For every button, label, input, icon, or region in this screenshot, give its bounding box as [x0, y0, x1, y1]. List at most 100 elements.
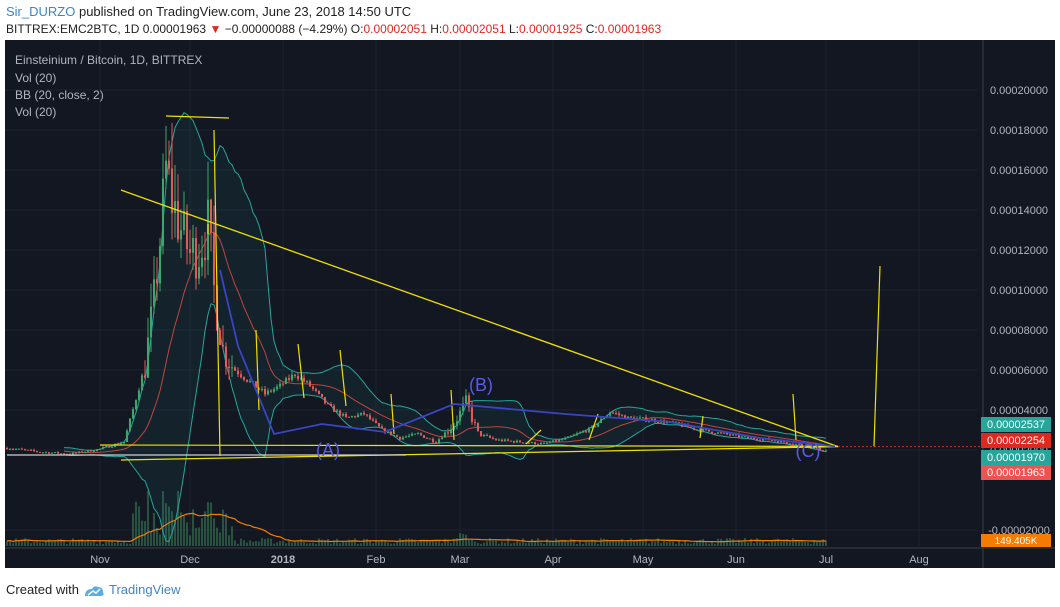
- candle-body: [701, 429, 705, 432]
- volume-bar: [779, 541, 783, 546]
- candle-body: [710, 431, 714, 434]
- volume-bar: [695, 540, 699, 546]
- volume-bar: [584, 541, 588, 546]
- candle-body: [305, 381, 309, 383]
- volume-bar: [230, 526, 234, 546]
- candle-body: [776, 440, 780, 443]
- volume-bar: [80, 539, 84, 546]
- volume-bar: [116, 541, 120, 546]
- volume-bar: [527, 542, 531, 546]
- candle-body: [290, 374, 294, 380]
- candle-body: [410, 433, 414, 436]
- volume-bar: [503, 542, 507, 546]
- volume-bar: [227, 535, 231, 546]
- candle-body: [788, 443, 792, 445]
- candle-body: [41, 452, 45, 454]
- volume-bar: [512, 542, 516, 546]
- candle-body: [383, 428, 387, 433]
- price-label-box: [981, 433, 1051, 448]
- candle-body: [821, 450, 825, 452]
- candle-body: [386, 431, 390, 433]
- volume-bar: [263, 539, 267, 546]
- candle-body: [23, 449, 27, 451]
- volume-bar: [290, 542, 294, 546]
- volume-bar: [383, 540, 387, 546]
- volume-bar: [602, 538, 606, 546]
- candle-body: [545, 442, 549, 444]
- candle-body: [146, 337, 150, 378]
- candle-body: [590, 426, 594, 428]
- candle-body: [284, 378, 288, 384]
- volume-bar: [659, 543, 663, 546]
- tradingview-link[interactable]: TradingView: [108, 582, 181, 597]
- volume-bar: [791, 538, 795, 546]
- volume-bar: [611, 540, 615, 546]
- candle-body: [602, 418, 606, 420]
- volume-bar: [59, 538, 63, 546]
- volume-bar: [578, 540, 582, 546]
- volume-bar: [320, 539, 324, 546]
- candle-body: [794, 443, 798, 445]
- volume-bar: [500, 541, 504, 546]
- volume-bar: [275, 542, 279, 546]
- volume-bar: [293, 541, 297, 546]
- candle-body: [563, 437, 567, 440]
- candle-body: [293, 374, 297, 377]
- candle-body: [482, 434, 486, 437]
- volume-bar: [518, 542, 522, 546]
- volume-bar: [137, 506, 141, 546]
- volume-bar: [569, 538, 573, 546]
- candle-body: [596, 422, 600, 427]
- volume-bar: [194, 527, 198, 546]
- volume-bar: [674, 543, 678, 546]
- candle-body: [104, 446, 108, 448]
- volume-bar: [371, 543, 375, 546]
- volume-bar: [215, 527, 219, 546]
- author-link[interactable]: Sir_DURZO: [6, 4, 76, 19]
- candle-body: [14, 448, 18, 450]
- volume-bar: [38, 542, 42, 546]
- candle-body: [281, 383, 285, 385]
- volume-bar: [800, 541, 804, 546]
- chart-background: [5, 40, 1055, 568]
- trend-line: [297, 343, 305, 399]
- x-tick-label: Apr: [544, 554, 561, 566]
- volume-bar: [344, 541, 348, 546]
- volume-bar: [452, 538, 456, 546]
- volume-bar: [299, 538, 303, 546]
- trend-line: [873, 265, 881, 447]
- volume-bar: [167, 506, 171, 546]
- candle-body: [509, 440, 513, 442]
- price-chart[interactable]: (A) (B) (C) 0.00020000 0.00018000 0.00016000…: [5, 40, 1055, 568]
- bb-band-fill: [64, 112, 826, 542]
- candle-body: [371, 419, 375, 421]
- candle-body: [158, 246, 162, 284]
- candle-body: [413, 433, 417, 435]
- candle-body: [785, 442, 789, 444]
- candle-body: [320, 393, 324, 398]
- candle-body: [536, 444, 540, 446]
- chart-area[interactable]: (A) (B) (C) 0.00020000 0.00018000 0.00016000…: [5, 40, 1055, 568]
- volume-bar: [794, 540, 798, 546]
- open-value: 0.00002051: [363, 22, 427, 36]
- x-tick-label: Aug: [909, 554, 929, 566]
- volume-bar: [635, 539, 639, 546]
- candle-body: [656, 422, 660, 424]
- candle-body: [368, 415, 372, 420]
- candle-body: [638, 417, 642, 419]
- volume-bar: [53, 539, 57, 546]
- candle-body: [428, 438, 432, 440]
- candle-body: [446, 432, 450, 434]
- volume-bar: [416, 542, 420, 546]
- candle-body: [245, 379, 249, 382]
- elliott-wave-line: [219, 269, 836, 448]
- trend-line: [525, 429, 542, 445]
- candle-body: [167, 160, 171, 169]
- candle-body: [302, 377, 306, 382]
- candle-body: [11, 449, 15, 451]
- candle-body: [476, 422, 480, 432]
- high-value: 0.00002051: [442, 22, 506, 36]
- candle-body: [233, 367, 237, 371]
- candle-body: [398, 436, 402, 440]
- candle-body: [347, 416, 351, 418]
